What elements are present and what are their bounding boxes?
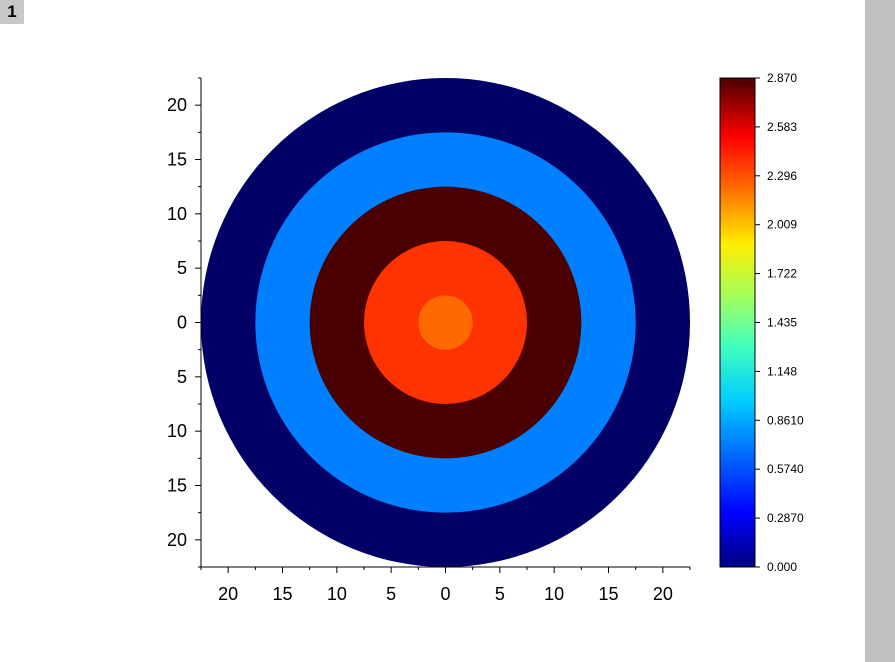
y-tick-label-1: 15 — [167, 150, 187, 170]
y-tick-label-0: 20 — [167, 95, 187, 115]
colorbar-label-1: 0.2870 — [767, 511, 804, 525]
x-tick-label-3: 5 — [386, 584, 396, 604]
colorbar: 0.000 0.2870 0.5740 0.8610 1.148 1.435 1.722 2.… — [719, 71, 804, 574]
colorbar-label-7: 2.009 — [767, 218, 797, 232]
contour-rings — [201, 78, 690, 567]
colorbar-label-6: 1.722 — [767, 267, 797, 281]
colorbar-label-8: 2.296 — [767, 169, 797, 183]
x-tick-label-4: 0 — [440, 584, 450, 604]
colorbar-label-3: 0.8610 — [767, 413, 804, 427]
x-tick-label-0: 20 — [218, 584, 238, 604]
colorbar-label-10: 2.870 — [767, 71, 797, 85]
y-tick-label-2: 10 — [167, 204, 187, 224]
contour-ring-4 — [418, 295, 473, 350]
y-tick-label-4: 0 — [177, 313, 187, 333]
colorbar-label-2: 0.5740 — [767, 462, 804, 476]
colorbar-label-4: 1.148 — [767, 364, 797, 378]
x-tick-label-7: 15 — [598, 584, 618, 604]
x-tick-label-2: 10 — [327, 584, 347, 604]
x-tick-label-1: 15 — [272, 584, 292, 604]
x-tick-label-8: 20 — [653, 584, 673, 604]
colorbar-label-5: 1.435 — [767, 316, 797, 330]
x-tick-label-6: 10 — [544, 584, 564, 604]
y-tick-label-5: 5 — [177, 367, 187, 387]
colorbar-label-9: 2.583 — [767, 120, 797, 134]
contour-chart: 20 15 10 5 0 5 10 15 20 20 15 10 5 0 5 10 15 20 0.000 0.28… — [167, 71, 804, 604]
colorbar-bar — [719, 77, 756, 568]
y-tick-label-8: 20 — [167, 530, 187, 550]
colorbar-label-0: 0.000 — [767, 560, 797, 574]
axes: 20 15 10 5 0 5 10 15 20 20 15 10 5 0 5 10 15 20 — [167, 77, 691, 604]
y-tick-label-7: 15 — [167, 476, 187, 496]
y-tick-label-3: 5 — [177, 258, 187, 278]
window-edge-strip — [865, 0, 895, 662]
x-tick-label-5: 5 — [495, 584, 505, 604]
layer-tab[interactable]: 1 — [0, 0, 24, 24]
y-tick-label-6: 10 — [167, 421, 187, 441]
